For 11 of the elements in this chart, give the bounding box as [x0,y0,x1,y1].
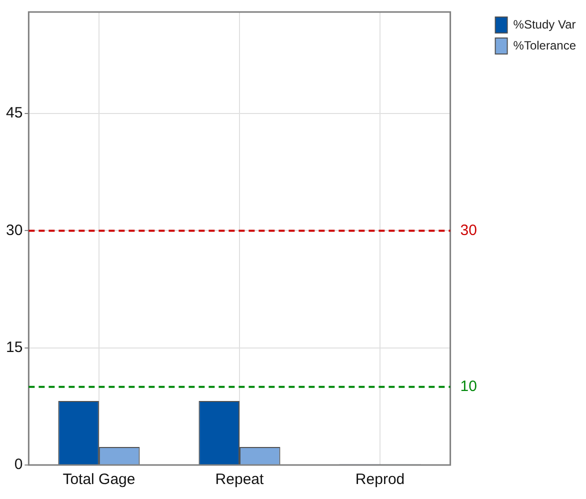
legend-label: %Study Var [513,17,576,32]
y-tick-label: 45 [6,104,23,122]
x-tick-label: Reprod [355,471,405,488]
x-tick-label: Total Gage [62,471,136,488]
legend-label: %Tolerance [513,38,576,52]
y-tick-label: 15 [6,338,23,356]
y-tick-label: 0 [14,456,23,474]
ref-line-label: 10 [460,378,477,396]
ref-line-label: 30 [460,222,477,239]
x-tick-label: Repeat [215,471,265,488]
y-tick-label: 30 [6,222,23,239]
